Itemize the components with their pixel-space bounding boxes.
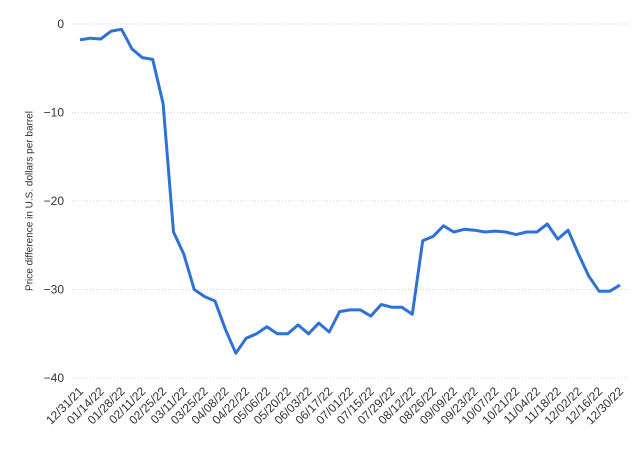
y-tick-label: 0 — [57, 17, 64, 31]
y-tick-label: −40 — [44, 371, 65, 385]
y-axis-title: Price difference in U.S. dollars per bar… — [25, 111, 36, 291]
y-tick-label: −10 — [44, 106, 65, 120]
line — [79, 27, 621, 355]
y-tick-label: −20 — [44, 194, 65, 208]
y-tick-label: −30 — [44, 283, 65, 297]
